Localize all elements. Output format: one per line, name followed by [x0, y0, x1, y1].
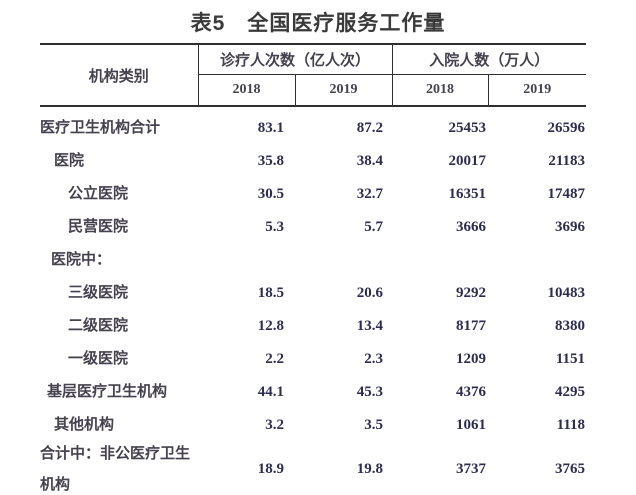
cell-value: 4376 [456, 384, 487, 400]
cell-value: 44.1 [257, 384, 284, 400]
medical-service-workload-table: 机构类别 诊疗人次数（亿人次） 入院人数（万人） 2018 2019 2018 … [40, 43, 587, 495]
cell-value: 20017 [448, 153, 487, 169]
table-title: 表5 全国医疗服务工作量 [190, 12, 446, 35]
table-row: 基层医疗卫生机构 44.1 45.3 4376 4295 [40, 371, 586, 404]
cell-value: 12.8 [257, 318, 284, 334]
cell-value: 8177 [456, 318, 487, 334]
row-label: 医院 [54, 152, 85, 169]
cell-value: 35.8 [257, 153, 284, 169]
year-header-outpatient-2019: 2019 [294, 74, 393, 107]
org-category-header: 机构类别 [40, 44, 199, 107]
cell-value: 83.1 [257, 120, 284, 136]
cell-value: 87.2 [356, 120, 384, 136]
table-row: 医疗卫生机构合计 83.1 87.2 25453 26596 [40, 106, 586, 140]
row-label: 民营医院 [68, 218, 129, 235]
cell-value: 1118 [556, 417, 586, 433]
cell-value: 13.4 [356, 318, 384, 334]
cell-value: 32.7 [356, 186, 384, 202]
row-label: 一级医院 [68, 350, 129, 367]
year-header-admissions-2018: 2018 [391, 74, 489, 107]
cell-value [198, 239, 295, 272]
table-row: 医院 35.8 38.4 20017 21183 [40, 140, 586, 173]
cell-value: 3.5 [364, 417, 384, 433]
row-label: 三级医院 [68, 284, 129, 301]
cell-value: 1061 [456, 417, 487, 433]
table-body: 医疗卫生机构合计 83.1 87.2 25453 26596 医院 35.8 3… [40, 106, 587, 495]
year-header-admissions-2019: 2019 [487, 74, 587, 107]
table-row: 公立医院 30.5 32.7 16351 17487 [40, 173, 586, 206]
row-label: 公立医院 [68, 185, 129, 202]
group-header-outpatient-visits: 诊疗人次数（亿人次） [198, 44, 393, 75]
cell-value: 1151 [555, 351, 586, 367]
header-group-row: 机构类别 诊疗人次数（亿人次） 入院人数（万人） [40, 44, 587, 107]
row-label: 医疗卫生机构合计 [40, 119, 161, 136]
cell-value: 8380 [555, 318, 586, 334]
cell-value: 16351 [448, 186, 487, 202]
cell-value: 3765 [488, 437, 587, 495]
cell-value: 2.3 [364, 351, 384, 367]
cell-value: 1209 [456, 351, 487, 367]
group-header-admissions: 入院人数（万人） [391, 44, 587, 75]
cell-value: 17487 [547, 186, 586, 202]
cell-value: 18.9 [198, 437, 295, 495]
cell-value: 4295 [555, 384, 586, 400]
cell-value: 18.5 [257, 285, 284, 301]
cell-value: 9292 [456, 285, 487, 301]
cell-value: 26596 [547, 120, 586, 136]
cell-value: 19.8 [295, 437, 393, 495]
row-label: 合计中：非公医疗卫生机构 [40, 437, 198, 495]
cell-value [488, 239, 586, 272]
table-row: 一级医院 2.2 2.3 1209 1151 [40, 338, 586, 371]
table-row: 医院中： [40, 239, 586, 272]
cell-value: 5.3 [265, 219, 284, 235]
cell-value: 3.2 [265, 417, 284, 433]
row-label: 基层医疗卫生机构 [47, 383, 168, 400]
table-row: 三级医院 18.5 20.6 9292 10483 [40, 272, 586, 305]
cell-value: 3737 [392, 437, 489, 495]
cell-value: 3696 [555, 219, 586, 235]
cell-value: 10483 [547, 285, 586, 301]
table-row: 二级医院 12.8 13.4 8177 8380 [40, 305, 586, 338]
cell-value: 45.3 [356, 384, 384, 400]
cell-value [392, 239, 488, 272]
cell-value: 38.4 [356, 153, 384, 169]
year-header-outpatient-2018: 2018 [198, 74, 295, 107]
cell-value: 30.5 [257, 186, 284, 202]
table-row: 其他机构 3.2 3.5 1061 1118 [40, 404, 586, 437]
cell-value: 21183 [548, 153, 586, 169]
cell-value: 5.7 [364, 219, 384, 235]
cell-value: 25453 [448, 120, 487, 136]
cell-value [295, 239, 392, 272]
table-row: 合计中：非公医疗卫生机构 18.9 19.8 3737 3765 [40, 437, 587, 495]
cell-value: 20.6 [356, 285, 384, 301]
table-header: 机构类别 诊疗人次数（亿人次） 入院人数（万人） 2018 2019 2018 … [40, 44, 587, 107]
row-label: 其他机构 [54, 416, 115, 433]
table-row: 民营医院 5.3 5.7 3666 3696 [40, 206, 586, 239]
row-label: 二级医院 [68, 317, 129, 334]
header-year-row: 2018 2019 2018 2019 [40, 74, 587, 107]
cell-value: 2.2 [265, 351, 284, 367]
cell-value: 3666 [456, 219, 487, 235]
row-label: 医院中： [51, 251, 112, 268]
